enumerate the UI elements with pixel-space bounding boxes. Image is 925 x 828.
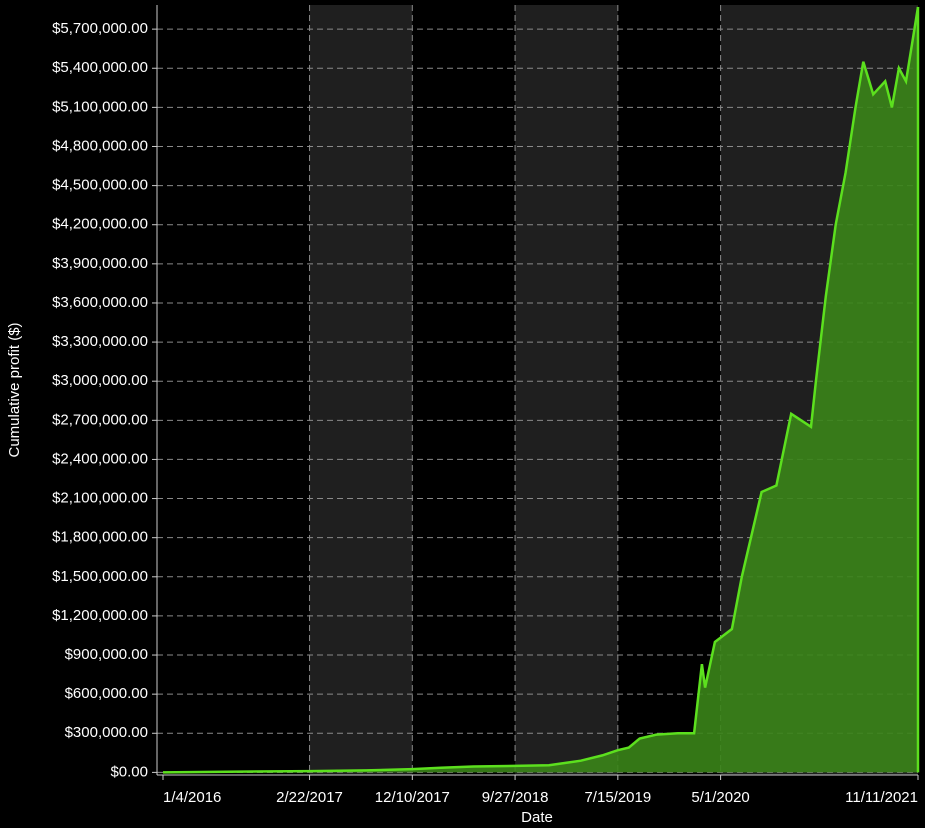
y-tick-label: $1,800,000.00 [52,529,148,546]
y-tick-label: $2,400,000.00 [52,450,148,467]
y-tick-label: $4,500,000.00 [52,177,148,194]
y-tick-label: $3,300,000.00 [52,333,148,350]
x-tick-label: 12/10/2017 [375,789,450,806]
y-tick-label: $5,700,000.00 [52,20,148,37]
y-tick-label: $3,600,000.00 [52,294,148,311]
band [309,5,413,775]
y-tick-label: $2,100,000.00 [52,490,148,507]
y-tick-label: $5,400,000.00 [52,59,148,76]
y-tick-label: $4,200,000.00 [52,216,148,233]
x-axis-title: Date [521,809,553,826]
plot-area: $0.00 $300,000.00 $600,000.00 $900,000.00 $1… [52,5,920,806]
band [515,5,618,775]
y-tick-label: $4,800,000.00 [52,137,148,154]
y-tick-label: $300,000.00 [65,724,148,741]
y-tick-label: $3,000,000.00 [52,372,148,389]
x-tick-label: 2/22/2017 [276,789,343,806]
y-tick-label: $2,700,000.00 [52,411,148,428]
area [163,7,918,773]
y-tick-label: $0.00 [110,763,148,780]
x-tick-label: 11/11/2021 [845,789,918,806]
x-tick-label: 9/27/2018 [482,789,549,806]
y-tick-label: $1,500,000.00 [52,568,148,585]
y-axis-title: Cumulative profit ($) [6,322,23,457]
x-tick-label: 7/15/2019 [584,789,651,806]
y-tick-label: $3,900,000.00 [52,255,148,272]
x-tick-label: 5/1/2020 [691,789,749,806]
line [162,6,920,774]
y-tick-label: $1,200,000.00 [52,607,148,624]
x-tick-label: 1/4/2016 [163,789,221,806]
y-tick-label: $900,000.00 [65,646,148,663]
y-tick-label: $5,100,000.00 [52,98,148,115]
y-tick-label: $600,000.00 [65,685,148,702]
